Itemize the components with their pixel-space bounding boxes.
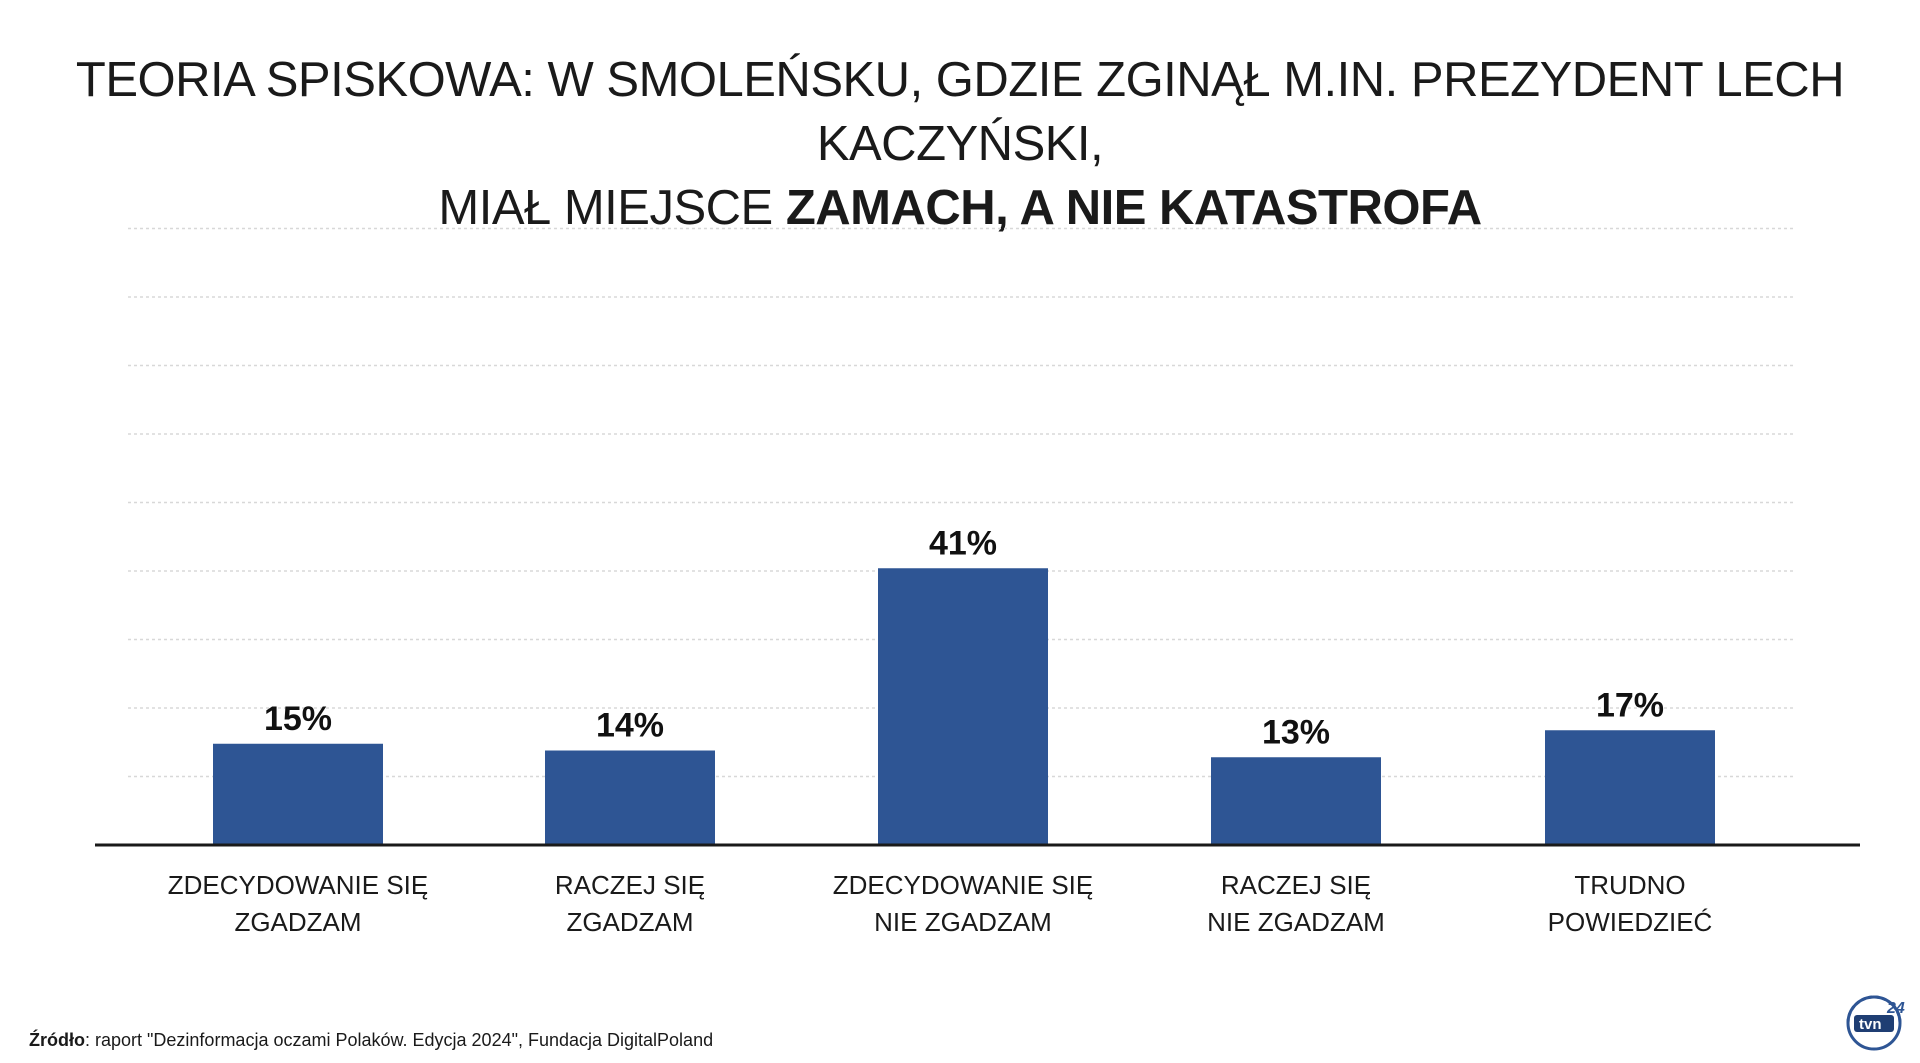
category-label-5-line-1: TRUDNO bbox=[1574, 870, 1685, 900]
category-label-1-line-1: ZDECYDOWANIE SIĘ bbox=[168, 870, 429, 900]
bar-1 bbox=[213, 743, 383, 845]
chart-title: TEORIA SPISKOWA: W SMOLEŃSKU, GDZIE ZGIN… bbox=[0, 48, 1920, 240]
bar-3 bbox=[878, 568, 1048, 845]
category-label-4-line-1: RACZEJ SIĘ bbox=[1221, 870, 1371, 900]
bar-2 bbox=[545, 750, 715, 845]
category-label-3-line-2: NIE ZGADZAM bbox=[874, 907, 1052, 937]
category-label-4-line-2: NIE ZGADZAM bbox=[1207, 907, 1385, 937]
value-label-2: 14% bbox=[596, 707, 664, 745]
category-label-3-line-1: ZDECYDOWANIE SIĘ bbox=[833, 870, 1094, 900]
value-label-5: 17% bbox=[1596, 686, 1664, 724]
bar-5 bbox=[1545, 730, 1715, 845]
category-label-2-line-1: RACZEJ SIĘ bbox=[555, 870, 705, 900]
title-line-2-bold: ZAMACH, A NIE KATASTROFA bbox=[785, 181, 1482, 235]
source-label: Źródło bbox=[29, 1030, 85, 1050]
bar-chart: 15% ZDECYDOWANIE SIĘ ZGADZAM 14% RACZEJ SIĘ Z… bbox=[95, 227, 1860, 937]
title-line-2: MIAŁ MIEJSCE ZAMACH, A NIE KATASTROFA bbox=[0, 176, 1920, 240]
tvn24-logo: tvn 24 bbox=[1846, 995, 1905, 1051]
logo-text: tvn bbox=[1859, 1016, 1882, 1033]
category-label-1-line-2: ZGADZAM bbox=[234, 907, 361, 937]
source-note: Źródło: raport "Dezinformacja oczami Pol… bbox=[29, 1030, 713, 1051]
category-label-5-line-2: POWIEDZIEĆ bbox=[1548, 907, 1713, 937]
value-label-1: 15% bbox=[264, 700, 332, 738]
value-label-3: 41% bbox=[929, 524, 997, 562]
value-label-4: 13% bbox=[1262, 713, 1330, 751]
category-label-2-line-2: ZGADZAM bbox=[566, 907, 693, 937]
bar-4 bbox=[1211, 757, 1381, 845]
title-line-1: TEORIA SPISKOWA: W SMOLEŃSKU, GDZIE ZGIN… bbox=[75, 53, 1845, 171]
logo-number: 24 bbox=[1886, 1000, 1905, 1017]
source-text: : raport "Dezinformacja oczami Polaków. … bbox=[85, 1030, 714, 1050]
title-line-2-normal: MIAŁ MIEJSCE bbox=[438, 181, 786, 235]
